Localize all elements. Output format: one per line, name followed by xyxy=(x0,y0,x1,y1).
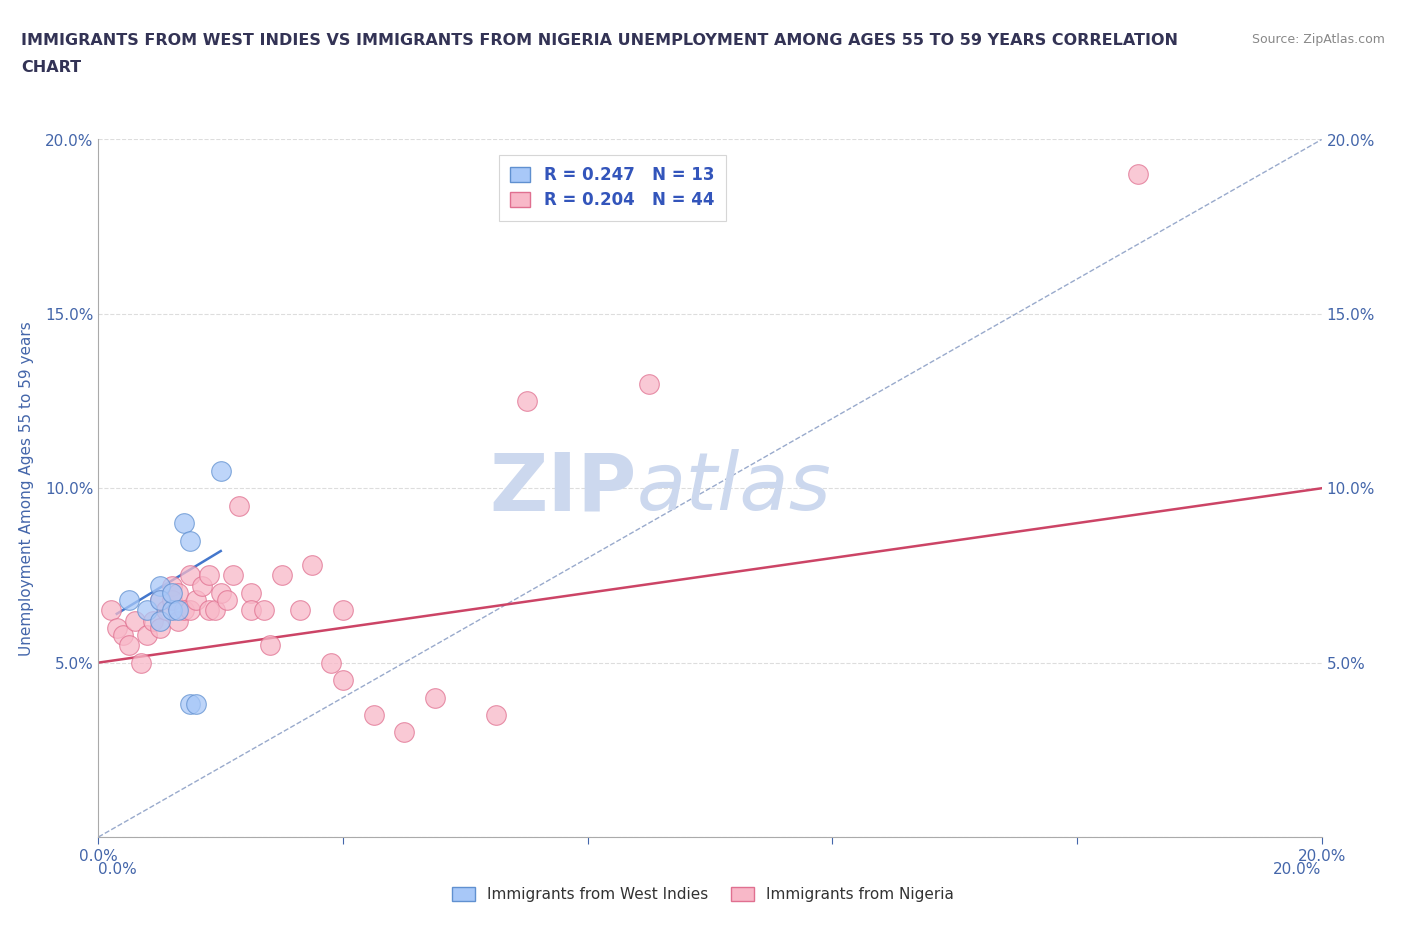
Point xyxy=(270,568,292,583)
Point xyxy=(186,698,208,712)
Text: CHART: CHART xyxy=(21,60,82,75)
Point xyxy=(485,708,508,723)
Point xyxy=(197,603,219,618)
Point xyxy=(363,708,385,723)
Point xyxy=(136,603,159,618)
Point xyxy=(301,558,323,573)
Point xyxy=(332,603,354,618)
Point xyxy=(179,603,201,618)
Point xyxy=(149,620,172,635)
Point xyxy=(129,656,152,671)
Point xyxy=(118,592,141,607)
Point xyxy=(179,698,201,712)
Point xyxy=(423,690,446,705)
Point xyxy=(149,614,172,629)
Point xyxy=(167,586,190,601)
Point xyxy=(240,586,263,601)
Point xyxy=(136,628,159,643)
Point xyxy=(516,393,538,408)
Point xyxy=(111,628,134,643)
Text: Source: ZipAtlas.com: Source: ZipAtlas.com xyxy=(1251,33,1385,46)
Text: ZIP: ZIP xyxy=(489,449,637,527)
Point xyxy=(209,463,232,478)
Point xyxy=(209,586,232,601)
Point xyxy=(319,656,342,671)
Point xyxy=(179,568,201,583)
Point xyxy=(173,603,195,618)
Point xyxy=(197,568,219,583)
Point xyxy=(392,725,416,740)
Point xyxy=(186,592,208,607)
Point xyxy=(142,614,165,629)
Legend: R = 0.247   N = 13, R = 0.204   N = 44: R = 0.247 N = 13, R = 0.204 N = 44 xyxy=(499,154,725,220)
Point xyxy=(179,533,201,548)
Point xyxy=(118,638,141,653)
Point xyxy=(100,603,122,618)
Text: atlas: atlas xyxy=(637,449,831,527)
Point xyxy=(160,586,183,601)
Point xyxy=(252,603,274,618)
Point xyxy=(228,498,250,513)
Legend: Immigrants from West Indies, Immigrants from Nigeria: Immigrants from West Indies, Immigrants … xyxy=(446,881,960,909)
Point xyxy=(124,614,146,629)
Point xyxy=(149,592,172,607)
Point xyxy=(155,603,177,618)
Y-axis label: Unemployment Among Ages 55 to 59 years: Unemployment Among Ages 55 to 59 years xyxy=(20,321,34,656)
Point xyxy=(105,620,128,635)
Point xyxy=(149,592,172,607)
Point xyxy=(160,592,183,607)
Point xyxy=(191,578,214,593)
Text: 0.0%: 0.0% xyxy=(98,862,138,877)
Point xyxy=(240,603,263,618)
Text: IMMIGRANTS FROM WEST INDIES VS IMMIGRANTS FROM NIGERIA UNEMPLOYMENT AMONG AGES 5: IMMIGRANTS FROM WEST INDIES VS IMMIGRANT… xyxy=(21,33,1178,47)
Point xyxy=(637,377,661,392)
Point xyxy=(259,638,281,653)
Point xyxy=(173,515,195,530)
Point xyxy=(215,592,238,607)
Point xyxy=(290,603,312,618)
Point xyxy=(204,603,226,618)
Point xyxy=(167,614,190,629)
Point xyxy=(222,568,245,583)
Point xyxy=(167,603,190,618)
Text: 20.0%: 20.0% xyxy=(1274,862,1322,877)
Point xyxy=(332,672,354,687)
Point xyxy=(160,578,183,593)
Point xyxy=(149,578,172,593)
Point xyxy=(1128,167,1150,182)
Point xyxy=(160,603,183,618)
